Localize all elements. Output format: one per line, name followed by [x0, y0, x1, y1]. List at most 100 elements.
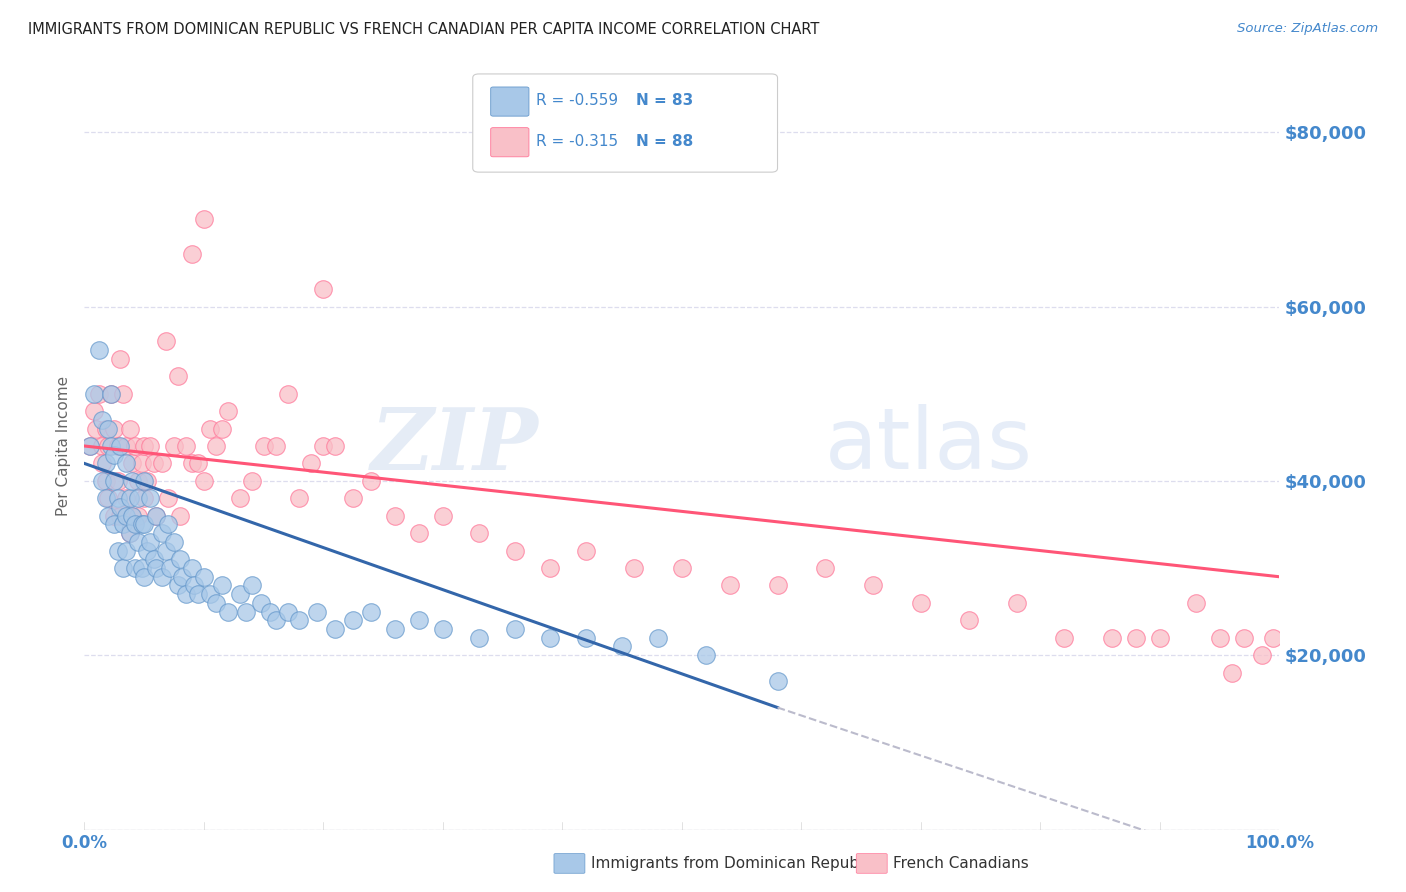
FancyBboxPatch shape	[491, 87, 529, 116]
Point	[107, 474, 129, 488]
Point	[135, 474, 157, 488]
Point	[575, 631, 598, 645]
Point	[264, 613, 287, 627]
Point	[240, 474, 263, 488]
Text: Immigrants from Dominican Republic: Immigrants from Dominican Republic	[591, 856, 876, 871]
Point	[193, 474, 215, 488]
Point	[342, 613, 364, 627]
Point	[910, 596, 932, 610]
Point	[288, 491, 311, 506]
Point	[957, 613, 980, 627]
Point	[115, 457, 138, 471]
Point	[163, 439, 186, 453]
Point	[107, 491, 129, 506]
Point	[127, 508, 149, 523]
Point	[100, 439, 122, 453]
Point	[103, 508, 125, 523]
Point	[127, 535, 149, 549]
Point	[1053, 631, 1076, 645]
Point	[408, 613, 430, 627]
Point	[124, 517, 146, 532]
Point	[384, 508, 406, 523]
Point	[766, 578, 789, 592]
Point	[1185, 596, 1208, 610]
Point	[131, 457, 153, 471]
Point	[131, 517, 153, 532]
Point	[124, 439, 146, 453]
Point	[307, 605, 329, 619]
Point	[145, 561, 167, 575]
Point	[155, 543, 177, 558]
Point	[97, 439, 120, 453]
Point	[277, 386, 299, 401]
Point	[166, 369, 188, 384]
Point	[91, 474, 114, 488]
Point	[181, 247, 204, 261]
Text: R = -0.559: R = -0.559	[536, 94, 619, 108]
Point	[79, 439, 101, 453]
Point	[612, 640, 634, 654]
Point	[193, 570, 215, 584]
Point	[211, 578, 233, 592]
Point	[432, 622, 454, 636]
Point	[814, 561, 837, 575]
Point	[97, 491, 120, 506]
Point	[139, 535, 162, 549]
Point	[121, 508, 143, 523]
Point	[94, 474, 117, 488]
Point	[1125, 631, 1147, 645]
Point	[110, 351, 132, 366]
Point	[91, 457, 114, 471]
Point	[169, 552, 191, 566]
Point	[111, 386, 134, 401]
Point	[1149, 631, 1171, 645]
Point	[163, 535, 186, 549]
Point	[1233, 631, 1256, 645]
Point	[503, 543, 526, 558]
Point	[718, 578, 741, 592]
Point	[253, 439, 276, 453]
Point	[115, 543, 138, 558]
Text: atlas: atlas	[825, 404, 1033, 488]
Point	[217, 605, 239, 619]
Point	[468, 631, 491, 645]
Point	[198, 421, 221, 435]
Point	[110, 508, 132, 523]
Point	[94, 421, 117, 435]
Point	[94, 491, 117, 506]
Point	[325, 622, 347, 636]
Point	[229, 491, 252, 506]
Point	[118, 526, 141, 541]
Point	[183, 578, 205, 592]
Text: N = 83: N = 83	[637, 94, 693, 108]
Point	[1250, 648, 1272, 663]
Point	[121, 508, 143, 523]
Point	[97, 508, 120, 523]
Point	[172, 570, 194, 584]
Point	[83, 404, 105, 418]
Point	[111, 561, 134, 575]
Point	[107, 439, 129, 453]
Point	[115, 508, 138, 523]
Point	[110, 439, 132, 453]
FancyBboxPatch shape	[472, 74, 778, 172]
Point	[100, 386, 122, 401]
Point	[94, 457, 117, 471]
Point	[127, 491, 149, 506]
Point	[111, 517, 134, 532]
Point	[159, 561, 181, 575]
Point	[468, 526, 491, 541]
Point	[150, 526, 173, 541]
Point	[217, 404, 239, 418]
Point	[103, 448, 125, 462]
Point	[91, 413, 114, 427]
Point	[187, 457, 209, 471]
Point	[157, 491, 180, 506]
Point	[187, 587, 209, 601]
Y-axis label: Per Capita Income: Per Capita Income	[56, 376, 72, 516]
Point	[540, 561, 562, 575]
Point	[342, 491, 364, 506]
Point	[150, 457, 173, 471]
Text: N = 88: N = 88	[637, 134, 693, 149]
Point	[127, 474, 149, 488]
